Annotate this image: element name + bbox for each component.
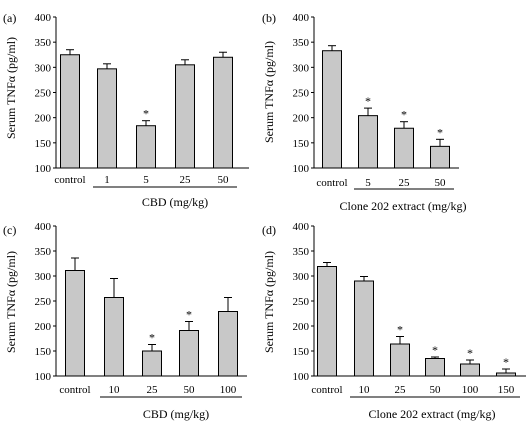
bar <box>354 280 374 377</box>
panel-c-xlabel: CBD (mg/kg) <box>143 407 209 421</box>
panel-b-ylabel: Serum TNFα (pg/ml) <box>262 41 276 143</box>
category-label: 10 <box>109 384 121 396</box>
significance-marker: * <box>186 308 192 322</box>
y-tick-label: 150 <box>293 346 310 358</box>
y-tick-label: 350 <box>293 246 310 258</box>
category-label: 100 <box>462 384 479 396</box>
bar <box>317 266 337 377</box>
panel-a-ylabel: Serum TNFα (pg/ml) <box>4 37 18 139</box>
panel-b-plot: 100 150 200 250 300 350 400 control * 5 * 25 * 50 <box>293 12 459 190</box>
y-tick-label: 100 <box>293 371 310 383</box>
panel-b-xlabel: Clone 202 extract (mg/kg) <box>340 199 467 213</box>
panel-d-ylabel: Serum TNFα (pg/ml) <box>262 251 276 353</box>
y-tick-label: 100 <box>35 163 52 175</box>
category-label: 5 <box>365 177 371 189</box>
bar <box>97 68 117 169</box>
panel-d: (d) 100 150 200 250 300 350 400 control 10 * 25 * 50… <box>262 221 526 421</box>
significance-marker: * <box>503 355 509 369</box>
bar <box>430 145 450 169</box>
bar <box>136 125 156 169</box>
y-tick-label: 400 <box>293 12 310 24</box>
y-tick-label: 200 <box>35 321 52 333</box>
bar <box>390 343 410 377</box>
bar <box>425 358 445 377</box>
bar <box>213 56 233 169</box>
category-label: 50 <box>184 384 196 396</box>
y-tick-label: 400 <box>35 221 52 233</box>
y-tick-label: 150 <box>35 346 52 358</box>
panel-c: (c) 100 150 200 250 300 350 400 control 10 * 25 * 50… <box>3 221 247 421</box>
category-label: 25 <box>147 384 159 396</box>
significance-marker: * <box>401 108 407 122</box>
y-tick-label: 200 <box>293 321 310 333</box>
panel-d-xlabel: Clone 202 extract (mg/kg) <box>369 407 496 421</box>
panel-c-plot: 100 150 200 250 300 350 400 control 10 * 25 * 50 100 <box>35 221 247 398</box>
panel-c-label: (c) <box>3 223 16 237</box>
y-tick-label: 150 <box>35 138 52 150</box>
significance-marker: * <box>432 343 438 357</box>
y-tick-label: 400 <box>35 12 52 24</box>
category-label: 100 <box>220 384 237 396</box>
category-label: 1 <box>104 174 110 186</box>
bar <box>358 115 378 169</box>
y-tick-label: 100 <box>35 371 52 383</box>
y-tick-label: 300 <box>35 62 52 74</box>
y-tick-label: 300 <box>293 271 310 283</box>
significance-marker: * <box>397 323 403 337</box>
bar <box>142 350 162 377</box>
panel-b-label: (b) <box>262 11 276 25</box>
bar <box>65 270 85 377</box>
significance-marker: * <box>365 94 371 108</box>
y-tick-label: 100 <box>293 163 310 175</box>
category-label: 5 <box>143 174 149 186</box>
panel-d-plot: 100 150 200 250 300 350 400 control 10 * 25 * 50 * 100… <box>293 221 526 398</box>
category-label: 150 <box>498 384 515 396</box>
bar <box>394 127 414 169</box>
category-label: 25 <box>180 174 192 186</box>
category-label: 50 <box>430 384 442 396</box>
significance-marker: * <box>467 346 473 360</box>
panel-a-xlabel: CBD (mg/kg) <box>142 195 208 209</box>
y-tick-label: 200 <box>293 113 310 125</box>
bar <box>179 330 199 377</box>
panel-a-label: (a) <box>3 11 16 25</box>
bar <box>104 297 124 377</box>
category-label: control <box>54 174 85 186</box>
y-tick-label: 300 <box>293 62 310 74</box>
category-label: 10 <box>359 384 371 396</box>
panel-a-plot: 100 150 200 250 300 350 400 control 1 * 5 25 50 <box>35 12 249 188</box>
y-tick-label: 250 <box>35 296 52 308</box>
panel-b: (b) 100 150 200 250 300 350 400 control * 5 * 25 * 50… <box>262 11 466 213</box>
y-tick-label: 150 <box>293 138 310 150</box>
y-tick-label: 300 <box>35 271 52 283</box>
significance-marker: * <box>437 125 443 139</box>
y-tick-label: 250 <box>35 88 52 100</box>
category-label: control <box>316 177 347 189</box>
bar <box>322 50 342 169</box>
bar <box>496 372 516 377</box>
significance-marker: * <box>149 331 155 345</box>
category-label: control <box>311 384 342 396</box>
panel-d-label: (d) <box>262 223 276 237</box>
category-label: 50 <box>218 174 230 186</box>
category-label: control <box>59 384 90 396</box>
y-tick-label: 200 <box>35 113 52 125</box>
bar <box>460 363 480 377</box>
category-label: 25 <box>395 384 407 396</box>
significance-marker: * <box>143 107 149 121</box>
y-tick-label: 350 <box>35 246 52 258</box>
bar <box>218 311 238 377</box>
category-label: 50 <box>435 177 447 189</box>
y-tick-label: 250 <box>293 88 310 100</box>
y-tick-label: 350 <box>293 37 310 49</box>
y-tick-label: 250 <box>293 296 310 308</box>
bar <box>175 64 195 169</box>
y-tick-label: 350 <box>35 37 52 49</box>
bar <box>60 54 80 169</box>
category-label: 25 <box>399 177 411 189</box>
panel-c-ylabel: Serum TNFα (pg/ml) <box>4 251 18 353</box>
y-tick-label: 400 <box>293 221 310 233</box>
